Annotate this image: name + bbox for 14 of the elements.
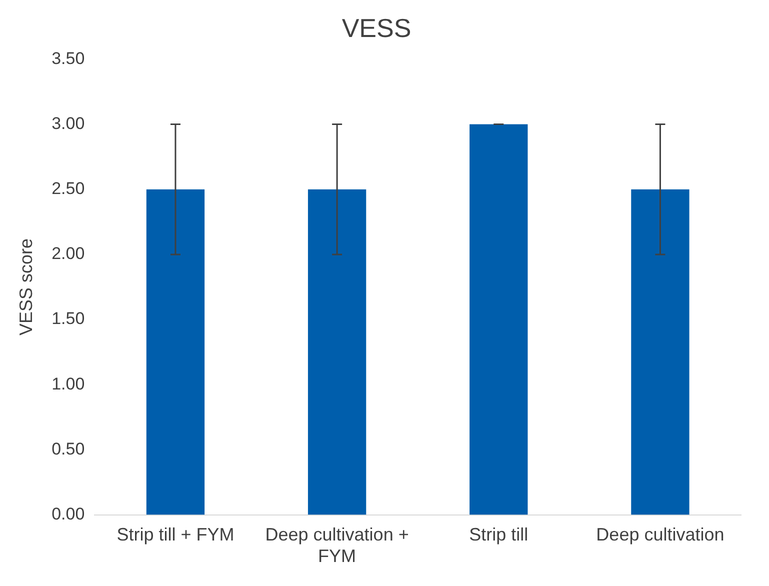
x-tick-label: Strip till: [469, 524, 528, 545]
y-tick-label: 2.00: [52, 244, 85, 264]
y-axis-title: VESS score: [16, 238, 36, 336]
x-tick-label: Strip till + FYM: [116, 524, 234, 545]
y-tick-label: 3.50: [52, 48, 85, 68]
chart-title: VESS: [342, 12, 412, 43]
x-tick-label: Deep cultivation + FYM: [265, 524, 409, 566]
y-tick-label: 1.50: [52, 309, 85, 328]
y-tick-label: 0.00: [52, 504, 85, 524]
y-tick-label: 2.50: [52, 179, 85, 198]
y-tick-label: 1.00: [52, 374, 85, 394]
x-tick-label: Deep cultivation: [596, 524, 724, 545]
y-tick-label: 3.00: [52, 114, 85, 133]
y-tick-label: 0.50: [52, 439, 85, 458]
